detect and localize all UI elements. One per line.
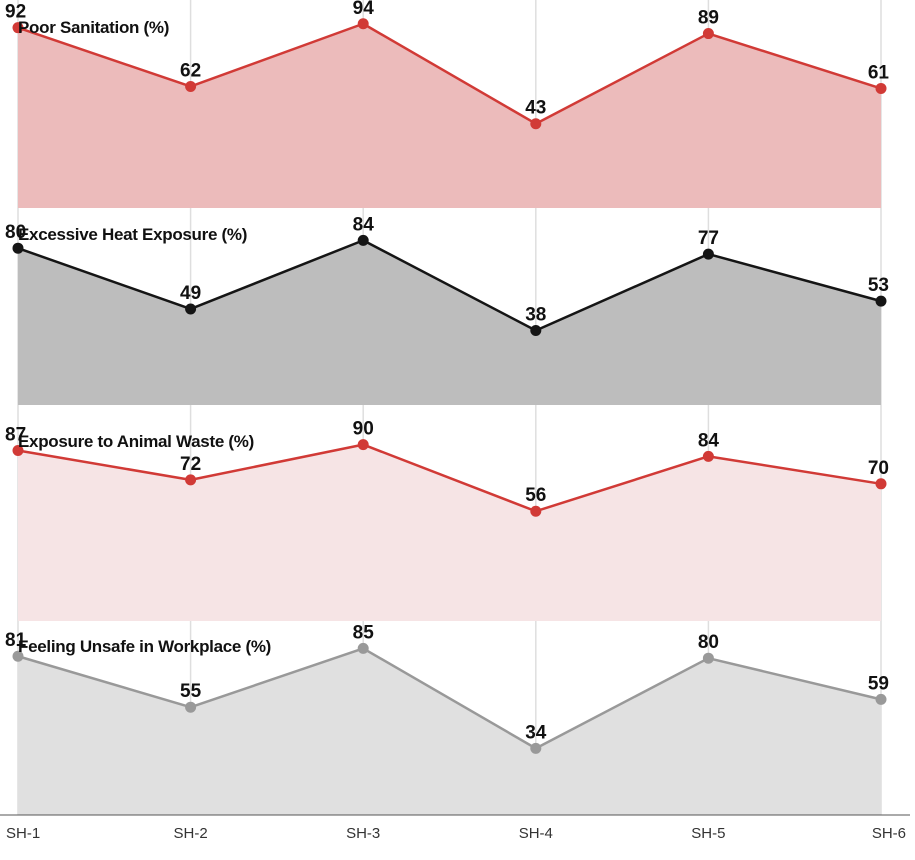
data-point (702, 28, 714, 40)
data-label: 43 (525, 98, 546, 119)
x-tick-label: SH-5 (691, 825, 725, 842)
data-label: 70 (868, 458, 889, 479)
data-label: 81 (5, 630, 27, 651)
panel-title: Exposure to Animal Waste (%) (18, 432, 254, 451)
data-point (702, 248, 714, 260)
x-tick-label: SH-4 (519, 825, 553, 842)
data-label: 87 (5, 424, 26, 445)
area-fill (18, 444, 881, 621)
data-point (185, 701, 197, 713)
data-label: 56 (525, 485, 546, 506)
series-line (17, 239, 882, 332)
data-label: 84 (353, 214, 375, 235)
series-line (17, 647, 882, 750)
data-point (875, 693, 887, 705)
data-label: 53 (868, 275, 889, 296)
x-tick-label: SH-3 (346, 825, 380, 842)
panel-3: 87 72 90 56 84 70 Exposure to Animal Waste (%) (5, 419, 889, 621)
x-tick-label: SH-1 (6, 825, 40, 842)
data-point (530, 742, 542, 754)
data-label: 94 (353, 0, 375, 19)
area-fill (18, 648, 881, 815)
area-fill (18, 240, 881, 405)
data-point (357, 18, 369, 30)
data-label: 34 (525, 722, 547, 743)
x-axis: SH-1 SH-2 SH-3 SH-4 SH-5 SH-6 (0, 814, 910, 842)
data-point (702, 450, 714, 462)
data-label: 90 (353, 419, 374, 440)
data-point (875, 82, 887, 94)
data-point (875, 295, 887, 307)
series-line (17, 443, 882, 513)
data-label: 80 (698, 632, 719, 653)
data-label: 89 (698, 8, 719, 29)
data-label: 49 (180, 283, 201, 304)
data-point (12, 444, 24, 456)
data-label: 55 (180, 681, 202, 702)
data-point (530, 118, 542, 130)
data-point (185, 474, 197, 486)
panel-title: Feeling Unsafe in Workplace (%) (18, 637, 271, 656)
data-label: 72 (180, 454, 201, 475)
area-fill (18, 23, 881, 209)
data-point (357, 642, 369, 654)
x-tick-label: SH-2 (174, 825, 208, 842)
data-point (530, 505, 542, 517)
data-label: 61 (868, 62, 890, 83)
data-label: 84 (698, 430, 720, 451)
data-label: 38 (525, 305, 546, 326)
data-point (357, 234, 369, 246)
data-label: 85 (353, 622, 375, 643)
data-point (12, 650, 24, 662)
data-point (12, 22, 24, 34)
x-tick-label: SH-6 (872, 825, 906, 842)
panel-title: Excessive Heat Exposure (%) (18, 225, 247, 244)
data-label: 92 (5, 2, 26, 23)
data-label: 80 (5, 222, 26, 243)
series-line (17, 22, 882, 125)
data-label: 77 (698, 228, 719, 249)
panel-4: 81 55 85 34 80 59 Feeling Unsafe in Workplace … (5, 622, 889, 815)
data-point (530, 325, 542, 337)
data-point (185, 80, 197, 92)
panel-2: 80 49 84 38 77 53 Excessive Heat Exposure (%) (5, 214, 889, 405)
data-point (185, 303, 197, 315)
data-label: 62 (180, 60, 201, 81)
panel-1: 92 62 94 43 89 61 Poor Sanitation (%) (5, 0, 890, 209)
data-point (875, 478, 887, 490)
data-label: 59 (868, 673, 889, 694)
panels-layer: 92 62 94 43 89 61 Poor Sanitation (%) 80 49 84 38 7… (5, 0, 889, 815)
data-point (357, 439, 369, 451)
data-point (702, 652, 714, 664)
panel-title: Poor Sanitation (%) (18, 18, 169, 37)
data-point (12, 242, 24, 254)
